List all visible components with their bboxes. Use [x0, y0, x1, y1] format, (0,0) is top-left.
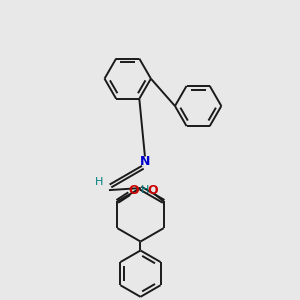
Text: H: H — [141, 185, 149, 195]
Text: O: O — [147, 184, 158, 196]
Text: N: N — [140, 155, 150, 168]
Text: O: O — [129, 184, 139, 197]
Text: H: H — [95, 177, 104, 188]
